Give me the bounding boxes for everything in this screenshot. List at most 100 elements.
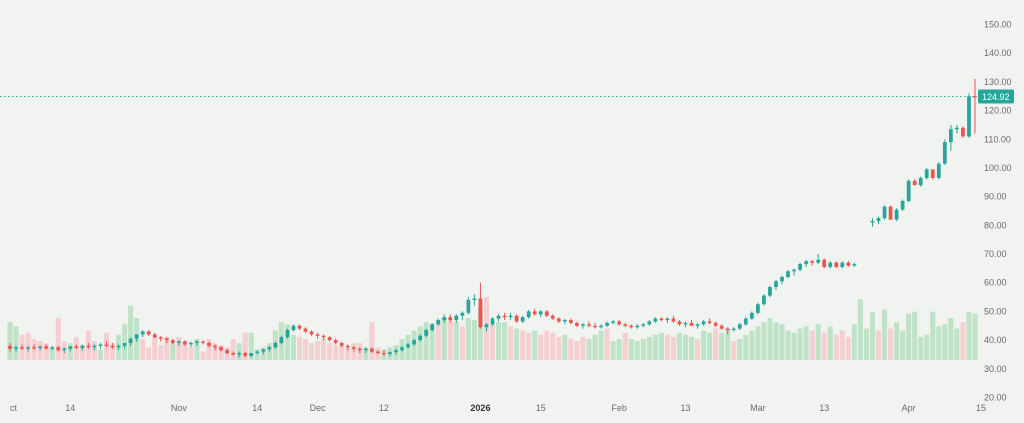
candle[interactable] [351,345,356,352]
candle[interactable] [146,330,151,336]
candle[interactable] [508,312,513,321]
candle[interactable] [122,342,127,349]
candle[interactable] [104,341,109,348]
candle[interactable] [780,275,784,285]
candle[interactable] [478,282,483,329]
candle[interactable] [237,351,242,358]
candle[interactable] [840,261,845,269]
candle[interactable] [490,317,495,326]
candle[interactable] [231,351,236,356]
candle[interactable] [587,321,591,328]
candle[interactable] [261,348,266,355]
candle[interactable] [195,340,199,346]
candle[interactable] [593,322,597,329]
candle[interactable] [86,342,91,349]
candle[interactable] [532,308,537,316]
candle[interactable] [918,176,923,187]
candle[interactable] [743,317,748,326]
candle[interactable] [219,345,223,352]
candle[interactable] [756,302,760,315]
candle[interactable] [80,344,85,351]
candle[interactable] [339,341,344,348]
candle[interactable] [641,322,646,328]
candle[interactable] [388,351,392,356]
candle[interactable] [538,309,543,318]
candle[interactable] [822,258,827,269]
candle[interactable] [496,314,501,322]
candle[interactable] [134,334,139,342]
candle[interactable] [695,322,700,329]
candle[interactable] [376,350,380,355]
candle[interactable] [930,169,935,180]
candle[interactable] [762,294,766,306]
candle[interactable] [363,347,368,354]
candle[interactable] [406,342,410,349]
candle[interactable] [792,268,796,276]
candle[interactable] [110,342,115,349]
candle[interactable] [683,321,688,328]
candle[interactable] [924,167,929,180]
candle[interactable] [442,314,447,323]
candle[interactable] [581,322,585,329]
candle[interactable] [20,344,24,351]
candle[interactable] [436,318,441,326]
candle[interactable] [370,347,374,354]
candle[interactable] [484,322,489,332]
candle[interactable] [659,317,664,322]
candle[interactable] [207,341,211,348]
candle[interactable] [550,314,555,321]
candle[interactable] [936,162,941,180]
candle[interactable] [653,317,658,323]
candle[interactable] [725,327,730,335]
candle[interactable] [213,344,217,351]
candle[interactable] [900,199,905,211]
candle[interactable] [201,340,205,345]
candle[interactable] [629,324,634,329]
candle[interactable] [243,351,248,358]
candle[interactable] [418,334,422,342]
candle[interactable] [912,179,917,186]
candle[interactable] [942,139,947,166]
candle[interactable] [514,314,519,323]
candle[interactable] [128,337,133,346]
candle[interactable] [973,79,977,134]
candle[interactable] [617,320,622,326]
candle[interactable] [152,332,157,339]
candle[interactable] [249,353,254,358]
candle[interactable] [14,345,18,352]
candle[interactable] [677,320,682,326]
candle[interactable] [92,344,97,351]
candle[interactable] [448,314,453,323]
candle[interactable] [544,309,549,318]
candle[interactable] [26,345,30,352]
candle[interactable] [74,344,79,349]
candle[interactable] [737,322,742,331]
candle[interactable] [164,337,169,343]
candle[interactable] [140,330,145,338]
candle[interactable] [394,348,398,355]
candle[interactable] [412,338,416,346]
candle[interactable] [967,93,971,138]
candle[interactable] [56,345,61,352]
candle[interactable] [255,350,260,355]
candle[interactable] [719,324,724,331]
candle[interactable] [279,335,284,345]
candle[interactable] [285,328,290,339]
candle[interactable] [183,340,187,346]
candle[interactable] [635,324,640,329]
candle[interactable] [430,322,435,332]
candle[interactable] [906,179,911,203]
candle[interactable] [774,279,778,290]
candle[interactable] [804,259,808,267]
candle[interactable] [599,324,603,329]
candle[interactable] [882,205,887,220]
candle[interactable] [225,348,229,355]
candle[interactable] [333,338,338,345]
candle[interactable] [520,315,525,323]
candle[interactable] [158,335,163,342]
candle[interactable] [460,311,465,321]
candle[interactable] [424,328,429,338]
candle[interactable] [303,327,308,333]
